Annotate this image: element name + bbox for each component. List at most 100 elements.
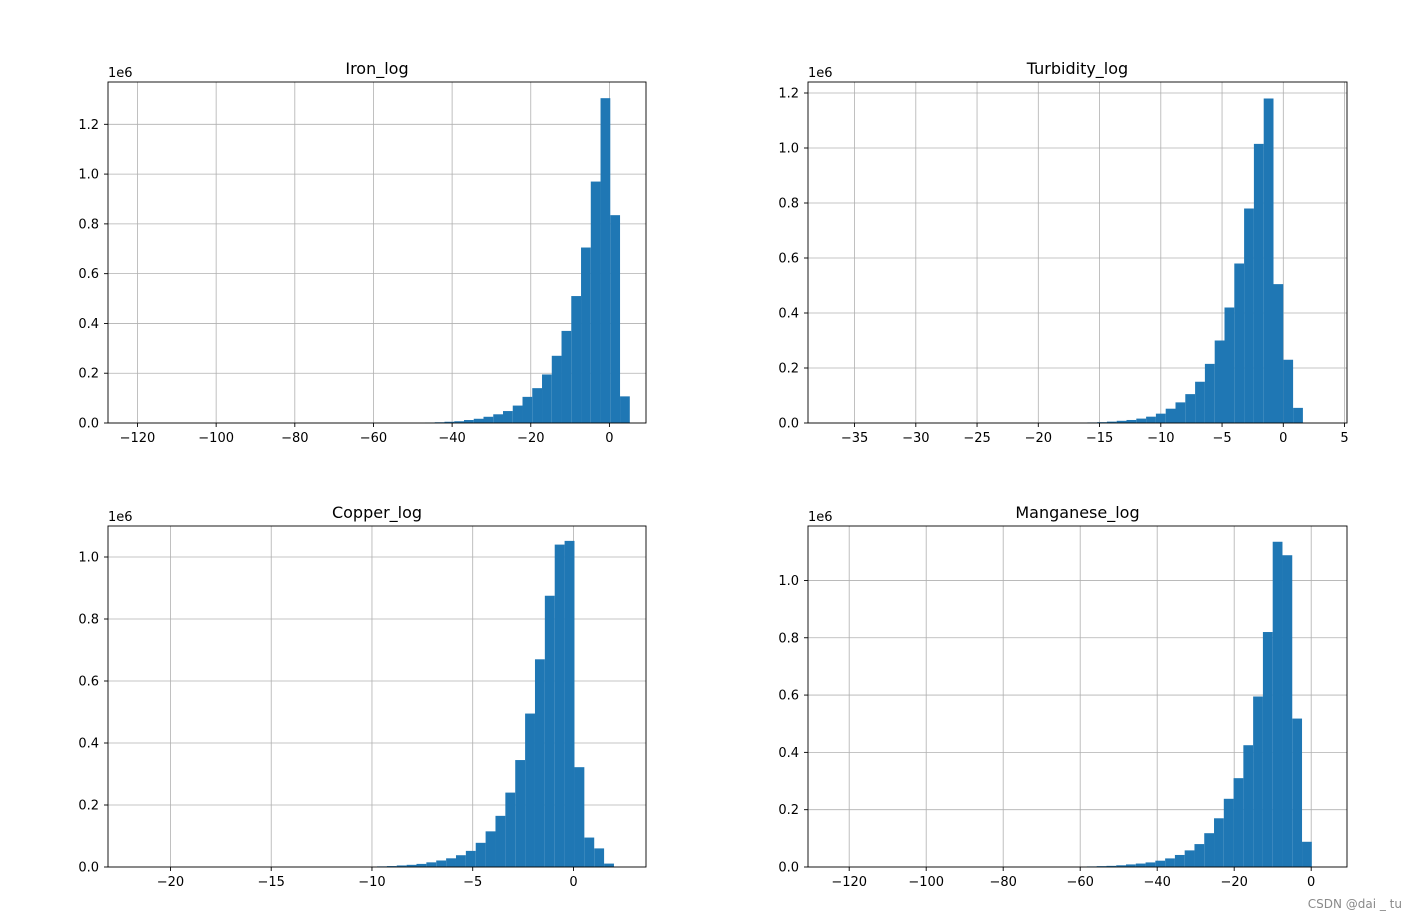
- histogram-bar: [1184, 850, 1195, 867]
- y-tick-label: 1.2: [778, 87, 799, 102]
- histogram-bar: [561, 330, 572, 423]
- axes-frame: [807, 81, 1348, 424]
- x-tick-label: −100: [908, 875, 944, 890]
- y-tick-label: 1.0: [778, 574, 799, 589]
- histogram-bar: [571, 296, 582, 423]
- histogram-bar: [1234, 263, 1245, 423]
- y-tick-label: 0.8: [78, 613, 99, 628]
- histogram-bar: [493, 414, 504, 423]
- x-tick-label: −40: [438, 431, 465, 446]
- y-tick-label: 1.0: [78, 168, 99, 183]
- x-tick-label: −60: [360, 431, 387, 446]
- x-tick-label: −10: [358, 875, 385, 890]
- watermark: CSDN @dai _ tu: [1307, 897, 1402, 911]
- x-tick-label: −5: [463, 875, 482, 890]
- histogram-bar: [454, 421, 464, 423]
- histogram-panel-3: −20 −15 −10 −5 0 0.0 0.2 0.4 0.6 0.8 1.0 1e6 Copper_…: [78, 503, 647, 890]
- y-tick-label: 0.2: [78, 367, 99, 382]
- y-offset-label: 1e6: [108, 66, 133, 81]
- histogram-bar: [503, 411, 513, 423]
- histogram-panel-2: −35 −30 −25 −20 −15 −10 −5 0 5 0.0 0.2 0.4 0.6 0.8 1.0…: [778, 59, 1348, 446]
- histogram-bar: [1185, 394, 1196, 423]
- histogram-bar: [1224, 307, 1235, 423]
- chart-title: Manganese_log: [1015, 503, 1139, 523]
- histogram-bar: [455, 855, 466, 867]
- histogram-bar: [1126, 419, 1137, 423]
- histogram-bar: [1292, 718, 1303, 867]
- histogram-bar: [594, 848, 605, 867]
- x-tick-label: −40: [1143, 875, 1170, 890]
- histogram-bar: [1155, 860, 1166, 867]
- histogram-bar: [610, 215, 621, 423]
- y-tick-label: 1.0: [778, 142, 799, 157]
- histogram-bar: [463, 420, 474, 423]
- x-tick-label: −15: [257, 875, 284, 890]
- x-tick-label: −30: [902, 431, 929, 446]
- y-tick-label: 0.4: [78, 317, 99, 332]
- x-tick-label: −80: [989, 875, 1016, 890]
- x-tick-label: −20: [1025, 431, 1052, 446]
- histogram-bar: [1195, 381, 1205, 423]
- x-tick-label: −60: [1066, 875, 1093, 890]
- y-tick-label: 0.6: [78, 267, 99, 282]
- histogram-bar: [475, 842, 486, 867]
- histogram-bar: [1106, 865, 1117, 867]
- y-tick-label: 0.2: [78, 799, 99, 814]
- histogram-bar: [554, 544, 565, 867]
- histogram-bar: [1204, 363, 1215, 423]
- y-tick-label: 1.2: [78, 118, 99, 133]
- histogram-bar: [446, 858, 456, 867]
- histogram-bar: [1223, 798, 1234, 867]
- histogram-bar: [1253, 696, 1263, 867]
- x-tick-label: −25: [963, 431, 990, 446]
- histogram-bar: [1155, 413, 1166, 423]
- histogram-bar: [406, 864, 417, 867]
- histogram-bar: [1135, 863, 1146, 867]
- y-tick-label: 0.4: [778, 307, 799, 322]
- histogram-bar: [1282, 555, 1293, 867]
- histogram-bar: [1293, 407, 1303, 423]
- axes-frame: [107, 525, 647, 868]
- histogram-bar: [436, 860, 447, 867]
- histogram-bar: [1253, 143, 1264, 423]
- x-tick-label: 0: [1307, 875, 1315, 890]
- y-tick-label: 0.0: [78, 861, 99, 876]
- histogram-bar: [485, 831, 496, 867]
- histogram-bar: [416, 863, 427, 867]
- y-offset-label: 1e6: [808, 510, 833, 525]
- histogram-bar: [1214, 340, 1225, 423]
- y-tick-label: 0.6: [78, 675, 99, 690]
- y-offset-label: 1e6: [808, 66, 833, 81]
- histogram-bar: [1136, 418, 1147, 423]
- y-tick-label: 0.8: [78, 217, 99, 232]
- histogram-bar: [473, 418, 484, 423]
- histogram-bar: [505, 792, 516, 867]
- histogram-bar: [512, 405, 523, 423]
- y-tick-label: 0.0: [78, 417, 99, 432]
- histogram-bar: [465, 850, 476, 867]
- histogram-bar: [1194, 844, 1205, 867]
- y-tick-label: 1.0: [78, 551, 99, 566]
- histogram-panel-4: −120 −100 −80 −60 −40 −20 0 0.0 0.2 0.4 0.6 0.8 1.0 1…: [778, 503, 1348, 890]
- histogram-bar: [551, 355, 562, 423]
- x-tick-label: −80: [281, 431, 308, 446]
- histogram-bar: [1302, 841, 1312, 867]
- histogram-bar: [620, 396, 630, 423]
- x-tick-label: 0: [1279, 431, 1287, 446]
- histogram-bar: [600, 98, 611, 423]
- y-tick-label: 0.2: [778, 362, 799, 377]
- histogram-bar: [495, 815, 506, 867]
- histogram-bar: [1106, 421, 1117, 423]
- histogram-bar: [386, 866, 397, 867]
- x-tick-label: −20: [1220, 875, 1247, 890]
- histogram-bar: [444, 421, 455, 423]
- x-tick-label: −120: [120, 431, 156, 446]
- histogram-bar: [483, 416, 494, 423]
- chart-title: Turbidity_log: [1026, 59, 1128, 79]
- chart-title: Iron_log: [345, 59, 408, 79]
- x-tick-label: 0: [569, 875, 577, 890]
- histogram-bar: [1165, 858, 1175, 867]
- histogram-bar: [544, 595, 555, 867]
- x-tick-label: −20: [517, 431, 544, 446]
- x-tick-label: −20: [157, 875, 184, 890]
